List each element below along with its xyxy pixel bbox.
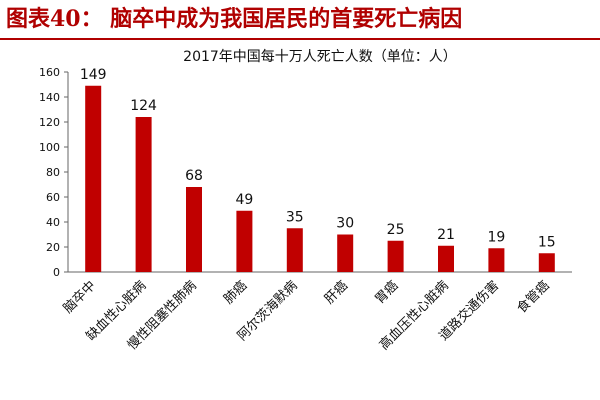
y-tick-label: 20 (46, 241, 60, 254)
bar (135, 117, 152, 272)
bar-chart: 2017年中国每十万人死亡人数（单位：人） 0 20 40 60 80 100 120 140… (39, 49, 572, 354)
bar-value-label: 124 (130, 98, 157, 114)
bar (337, 234, 354, 272)
y-tick-label: 60 (46, 191, 60, 204)
y-tick-label: 80 (46, 166, 60, 179)
bar-value-label: 49 (235, 192, 253, 208)
category-label: 肝癌 (321, 278, 351, 308)
bar-value-label: 30 (336, 216, 354, 232)
category-label: 肺癌 (221, 278, 251, 308)
bar-value-label: 19 (487, 229, 505, 245)
bar-value-label: 21 (437, 227, 455, 243)
bar (236, 210, 253, 272)
bar (286, 228, 303, 272)
y-tick-label: 120 (39, 116, 60, 129)
bar-value-label: 149 (80, 67, 107, 83)
chart-header: 图表40： 脑卒中成为我国居民的首要死亡病因 (0, 0, 600, 40)
y-tick-label: 100 (39, 141, 60, 154)
category-label: 胃癌 (372, 278, 402, 308)
y-tick-label: 140 (39, 91, 60, 104)
bar (186, 187, 202, 272)
y-axis: 0 20 40 60 80 100 120 140 160 (39, 66, 68, 279)
data-labels: 149 124 68 49 35 30 25 21 19 15 (80, 67, 556, 251)
y-tick-label: 0 (53, 266, 60, 279)
y-tick-label: 40 (46, 216, 60, 229)
bar (538, 253, 555, 272)
bar (387, 240, 404, 272)
bar (85, 85, 102, 272)
bar-value-label: 25 (387, 222, 405, 238)
bar-series (85, 85, 555, 272)
bar (488, 248, 505, 272)
y-tick-label: 160 (39, 66, 60, 79)
figure-title: 图表40： 脑卒中成为我国居民的首要死亡病因 (6, 6, 463, 32)
category-label: 脑卒中 (61, 278, 99, 316)
header-divider (0, 38, 600, 40)
bar (438, 245, 454, 272)
chart-title: 2017年中国每十万人死亡人数（单位：人） (183, 49, 457, 65)
bar-value-label: 68 (185, 168, 203, 184)
category-label: 食管癌 (514, 278, 553, 317)
bar-value-label: 35 (286, 209, 304, 225)
bar-value-label: 15 (538, 234, 556, 250)
